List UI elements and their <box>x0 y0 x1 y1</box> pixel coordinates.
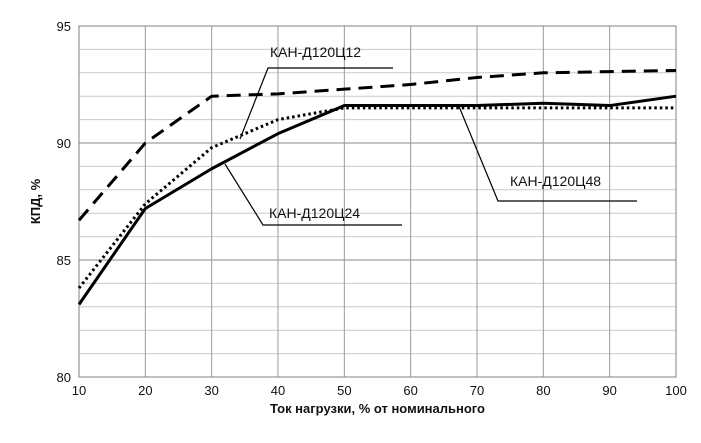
callout-leader-kan-d120c24 <box>224 163 402 226</box>
series-callouts: КАН-Д120Ц12 КАН-Д120Ц24 КАН-Д120Ц48 <box>224 44 637 226</box>
y-tick-label: 80 <box>57 370 71 385</box>
series-lines <box>77 68 677 306</box>
callout-label-kan-d120c12: КАН-Д120Ц12 <box>270 44 361 60</box>
x-axis-title: Ток нагрузки, % от номинального <box>270 401 485 416</box>
y-tick-label: 85 <box>57 253 71 268</box>
series-line-dashed <box>77 68 677 222</box>
callout-leader-kan-d120c12 <box>239 67 393 140</box>
y-tick-label: 95 <box>57 19 71 34</box>
y-axis-title: КПД, % <box>28 178 43 224</box>
plot-area-border <box>78 25 677 378</box>
x-tick-label: 60 <box>403 383 417 398</box>
callout-leader-kan-d120c48 <box>457 103 637 202</box>
x-tick-label: 50 <box>337 383 351 398</box>
series-line-dotted <box>77 106 676 290</box>
x-tick-label: 80 <box>536 383 550 398</box>
series-line-solid <box>77 94 677 306</box>
x-tick-label: 100 <box>665 383 687 398</box>
x-tick-label: 40 <box>271 383 285 398</box>
x-tick-label: 70 <box>470 383 484 398</box>
x-tick-label: 90 <box>602 383 616 398</box>
x-tick-label: 30 <box>204 383 218 398</box>
axes: 10 20 30 40 50 60 70 80 90 100 80 85 90 95 <box>57 19 687 398</box>
callout-label-kan-d120c48: КАН-Д120Ц48 <box>510 173 601 189</box>
x-tick-label: 10 <box>72 383 86 398</box>
x-tick-label: 20 <box>138 383 152 398</box>
callout-label-kan-d120c24: КАН-Д120Ц24 <box>269 205 360 221</box>
y-tick-label: 90 <box>57 136 71 151</box>
